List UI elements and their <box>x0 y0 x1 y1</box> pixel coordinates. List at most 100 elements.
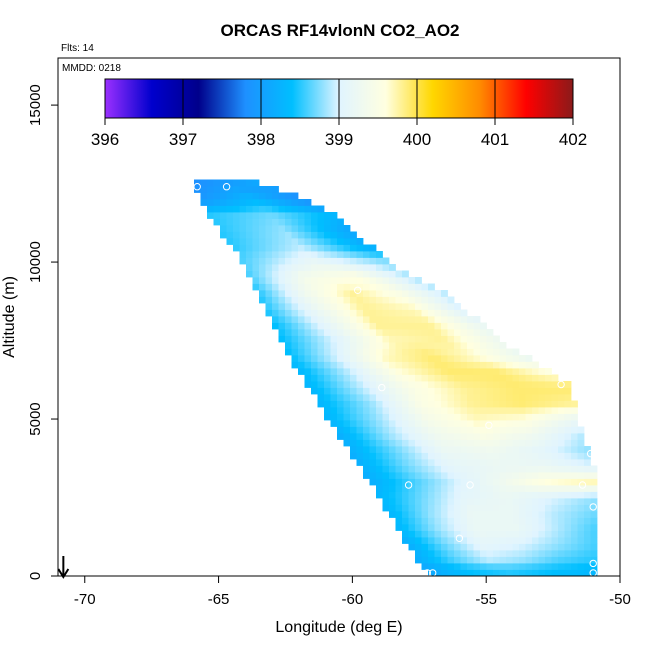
curtain-cell <box>460 322 468 330</box>
curtain-cell <box>272 192 279 200</box>
curtain-cell <box>571 459 578 466</box>
curtain-cell <box>441 433 448 440</box>
curtain-cell <box>545 368 552 375</box>
x-tick-label: -50 <box>609 591 631 608</box>
curtain-cell <box>350 368 357 375</box>
curtain-cell <box>506 426 513 434</box>
curtain-cell <box>350 231 357 239</box>
curtain-cell <box>337 309 344 317</box>
curtain-cell <box>278 316 286 323</box>
curtain-cell <box>467 556 474 564</box>
curtain-cell <box>408 322 416 330</box>
curtain-cell <box>428 296 435 304</box>
curtain-cell <box>324 225 331 232</box>
curtain-cell <box>415 446 422 453</box>
curtain-cell <box>324 218 331 226</box>
curtain-cell <box>395 426 403 434</box>
curtain-cell <box>441 563 448 570</box>
curtain-cell <box>415 452 422 460</box>
curtain-cell <box>499 355 507 362</box>
curtain-cell <box>441 407 448 414</box>
curtain-cell <box>311 218 318 226</box>
curtain-cell <box>272 283 279 291</box>
curtain-cell <box>389 452 396 460</box>
curtain-cell <box>441 335 448 343</box>
curtain-cell <box>512 433 520 440</box>
flights-label: Flts: 14 <box>61 43 94 54</box>
curtain-cell <box>376 465 383 473</box>
curtain-cell <box>278 244 286 252</box>
curtain-cell <box>467 355 474 362</box>
curtain-cell <box>220 212 227 219</box>
curtain-cell <box>356 400 364 408</box>
curtain-cell <box>584 498 591 505</box>
curtain-cell <box>486 394 494 401</box>
curtain-cell <box>421 563 429 570</box>
curtain-cell <box>428 342 435 349</box>
curtain-cell <box>428 550 435 557</box>
curtain-cell <box>226 192 234 200</box>
curtain-cell <box>551 446 559 453</box>
curtain-cell <box>226 179 234 187</box>
curtain-cell <box>493 400 500 408</box>
curtain-cell <box>473 374 481 382</box>
curtain-cell <box>447 322 455 330</box>
curtain-cell <box>330 355 338 362</box>
curtain-cell <box>350 244 357 252</box>
curtain-cell <box>577 491 585 499</box>
curtain-cell <box>350 322 357 330</box>
curtain-cell <box>512 374 520 382</box>
curtain-cell <box>408 543 416 551</box>
curtain-cell <box>311 290 318 297</box>
curtain-cell <box>376 459 383 466</box>
curtain-cell <box>259 244 266 252</box>
curtain-cell <box>558 446 565 453</box>
curtain-cell <box>558 491 565 499</box>
curtain-cell <box>408 491 416 499</box>
curtain-cell <box>447 348 455 356</box>
curtain-cell <box>519 433 526 440</box>
curtain-cell <box>285 322 292 330</box>
curtain-cell <box>441 309 448 317</box>
curtain-cell <box>311 303 318 310</box>
curtain-cell <box>434 335 442 343</box>
curtain-cell <box>350 309 357 317</box>
curtain-cell <box>330 303 338 310</box>
curtain-cell <box>395 270 403 278</box>
curtain-cell <box>395 290 403 297</box>
curtain-cell <box>278 238 286 245</box>
curtain-cell <box>389 485 396 492</box>
curtain-cell <box>356 433 364 440</box>
curtain-cell <box>356 459 364 466</box>
curtain-cell <box>525 498 533 505</box>
curtain-cell <box>486 563 494 570</box>
curtain-cell <box>441 439 448 447</box>
curtain-cell <box>395 387 403 395</box>
curtain-cell <box>590 478 598 486</box>
curtain-cell <box>389 296 396 304</box>
curtain-cell <box>259 199 266 206</box>
colorbar-tick-label: 401 <box>481 130 509 149</box>
curtain-cell <box>324 257 331 265</box>
curtain-cell <box>460 374 468 382</box>
curtain-cell <box>486 420 494 427</box>
curtain-cell <box>317 205 325 213</box>
curtain-cell <box>480 504 487 512</box>
curtain-cell <box>252 238 260 245</box>
curtain-cell <box>454 433 461 440</box>
curtain-cell <box>480 439 487 447</box>
curtain-cell <box>337 322 344 330</box>
curtain-cell <box>473 407 481 414</box>
curtain-cell <box>480 465 487 473</box>
curtain-cell <box>571 504 578 512</box>
curtain-cell <box>499 550 507 557</box>
curtain-cell <box>551 556 559 564</box>
curtain-cell <box>415 407 422 414</box>
curtain-cell <box>551 433 559 440</box>
curtain-cell <box>590 537 598 544</box>
curtain-cell <box>343 283 351 291</box>
curtain-cell <box>369 465 377 473</box>
curtain-cell <box>350 420 357 427</box>
curtain-cell <box>291 270 299 278</box>
curtain-cell <box>564 407 572 414</box>
